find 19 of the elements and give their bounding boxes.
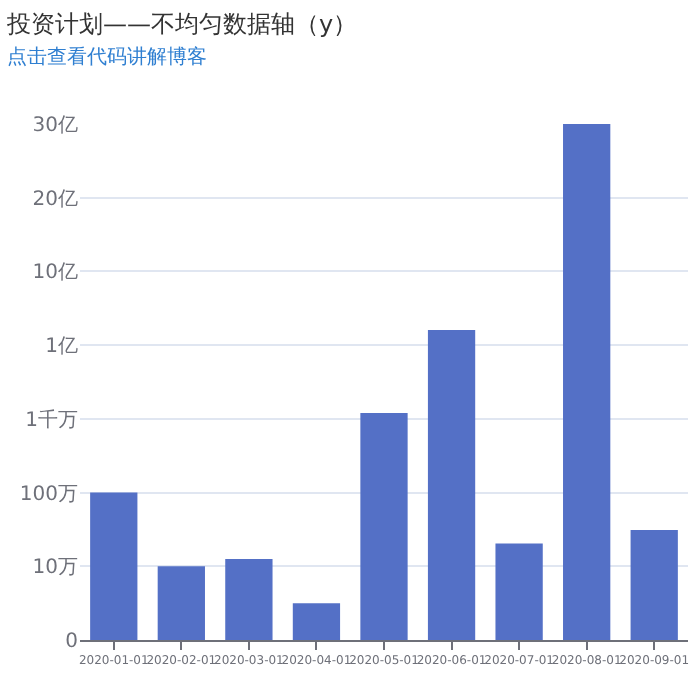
bar [427, 329, 476, 640]
text: 10亿 [32, 262, 78, 285]
text: 10万 [32, 557, 78, 580]
bar [630, 530, 678, 640]
chart-subtitle: 点击查看代码讲解博客 [7, 44, 207, 69]
bar [563, 124, 611, 640]
text: 1千万 [25, 407, 78, 432]
bar [157, 566, 205, 640]
text: 100万 [19, 483, 78, 506]
text: 20亿 [32, 188, 78, 211]
text: 1亿 [45, 336, 78, 359]
text: 30亿 [32, 115, 78, 137]
bar [90, 492, 138, 640]
bar [495, 543, 543, 640]
bar [225, 558, 273, 640]
bar [360, 412, 408, 640]
chart-title: 投资计划——不均匀数据轴（y） [5, 9, 358, 38]
text: 0 [65, 631, 78, 653]
bar [292, 603, 341, 640]
